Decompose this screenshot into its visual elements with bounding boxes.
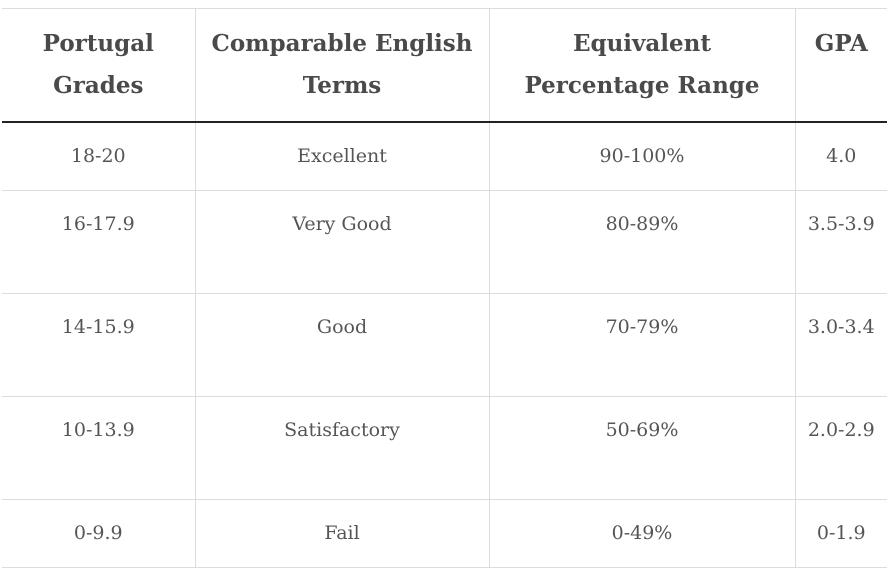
cell-percentage: 0-49% bbox=[488, 499, 796, 568]
header-portugal-grades: Portugal Grades bbox=[2, 8, 196, 123]
table-row: 0-9.9 Fail 0-49% 0-1.9 bbox=[2, 499, 887, 568]
cell-term: Very Good bbox=[194, 190, 490, 294]
cell-term: Good bbox=[194, 293, 490, 397]
cell-percentage: 50-69% bbox=[488, 396, 796, 500]
cell-grade: 0-9.9 bbox=[2, 499, 196, 568]
table-row: 18-20 Excellent 90-100% 4.0 bbox=[2, 121, 887, 191]
cell-term: Excellent bbox=[194, 121, 490, 191]
cell-grade: 18-20 bbox=[2, 121, 196, 191]
header-english-terms: Comparable English Terms bbox=[194, 8, 490, 123]
cell-percentage: 80-89% bbox=[488, 190, 796, 294]
cell-term: Satisfactory bbox=[194, 396, 490, 500]
cell-grade: 10-13.9 bbox=[2, 396, 196, 500]
cell-gpa: 3.5-3.9 bbox=[794, 190, 887, 294]
cell-gpa: 0-1.9 bbox=[794, 499, 887, 568]
cell-grade: 16-17.9 bbox=[2, 190, 196, 294]
table-header-row: Portugal Grades Comparable English Terms… bbox=[2, 8, 887, 123]
grade-comparison-table: Portugal Grades Comparable English Terms… bbox=[2, 8, 887, 568]
table-row: 16-17.9 Very Good 80-89% 3.5-3.9 bbox=[2, 190, 887, 294]
cell-percentage: 70-79% bbox=[488, 293, 796, 397]
table-row: 10-13.9 Satisfactory 50-69% 2.0-2.9 bbox=[2, 396, 887, 500]
header-percentage-range: Equivalent Percentage Range bbox=[488, 8, 796, 123]
cell-gpa: 3.0-3.4 bbox=[794, 293, 887, 397]
cell-gpa: 4.0 bbox=[794, 121, 887, 191]
cell-grade: 14-15.9 bbox=[2, 293, 196, 397]
cell-gpa: 2.0-2.9 bbox=[794, 396, 887, 500]
header-gpa: GPA bbox=[794, 8, 887, 123]
table-row: 14-15.9 Good 70-79% 3.0-3.4 bbox=[2, 293, 887, 397]
cell-percentage: 90-100% bbox=[488, 121, 796, 191]
cell-term: Fail bbox=[194, 499, 490, 568]
